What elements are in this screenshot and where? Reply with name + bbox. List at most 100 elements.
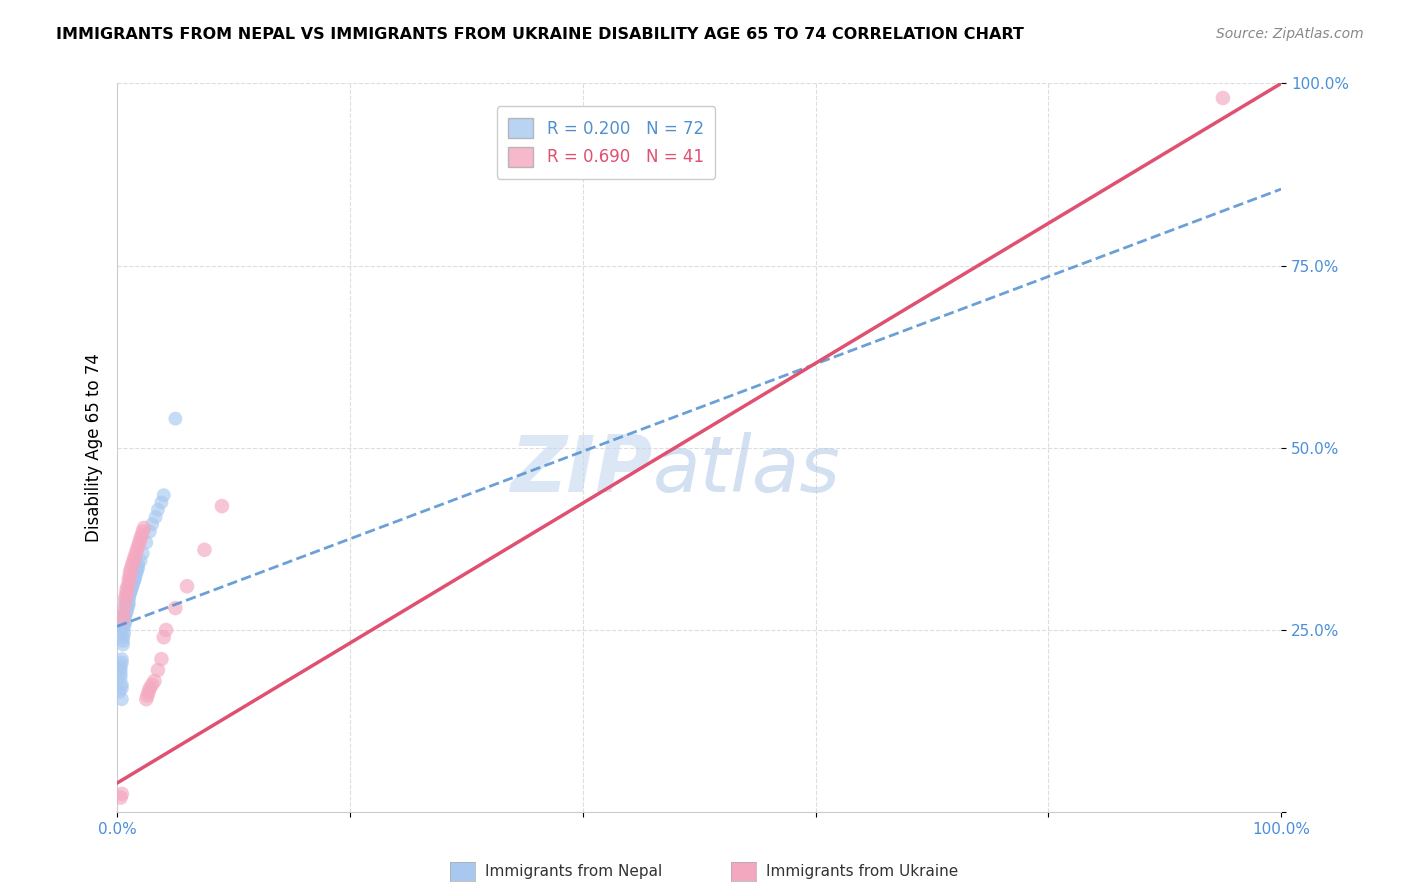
Point bbox=[211, 499, 233, 513]
Point bbox=[118, 590, 141, 604]
Point bbox=[120, 579, 142, 593]
Point bbox=[124, 572, 146, 586]
Point bbox=[108, 685, 131, 699]
Point bbox=[111, 638, 134, 652]
Point bbox=[117, 601, 139, 615]
Point bbox=[127, 561, 149, 575]
Point bbox=[124, 572, 146, 586]
Point bbox=[121, 579, 143, 593]
Point bbox=[115, 605, 138, 619]
Point bbox=[128, 535, 150, 549]
Point bbox=[111, 630, 134, 644]
Point bbox=[122, 572, 145, 586]
Point bbox=[112, 612, 135, 626]
Point bbox=[125, 568, 148, 582]
Point bbox=[118, 586, 141, 600]
Point bbox=[110, 670, 132, 684]
Point bbox=[125, 542, 148, 557]
Text: Immigrants from Ukraine: Immigrants from Ukraine bbox=[766, 864, 959, 879]
Point bbox=[112, 626, 135, 640]
Point bbox=[150, 495, 173, 509]
Point bbox=[118, 568, 141, 582]
Point bbox=[122, 575, 145, 590]
Point bbox=[152, 630, 174, 644]
Point bbox=[118, 586, 141, 600]
Point bbox=[150, 652, 173, 666]
Point bbox=[114, 608, 136, 623]
Text: atlas: atlas bbox=[652, 432, 841, 508]
Point bbox=[121, 579, 143, 593]
Point bbox=[117, 579, 139, 593]
Point bbox=[118, 598, 141, 612]
Point bbox=[111, 615, 134, 630]
Point bbox=[112, 608, 135, 623]
Point bbox=[152, 488, 174, 502]
Text: Immigrants from Nepal: Immigrants from Nepal bbox=[485, 864, 662, 879]
Point bbox=[112, 619, 135, 633]
Point bbox=[135, 692, 157, 706]
Point bbox=[111, 678, 134, 692]
Point bbox=[155, 623, 177, 637]
Point bbox=[115, 601, 138, 615]
Point bbox=[111, 612, 134, 626]
Point bbox=[165, 411, 187, 425]
Point bbox=[124, 550, 146, 565]
Point bbox=[146, 502, 169, 516]
Point bbox=[120, 561, 142, 575]
Point bbox=[112, 601, 135, 615]
Point bbox=[138, 685, 160, 699]
Point bbox=[110, 659, 132, 673]
Text: Source: ZipAtlas.com: Source: ZipAtlas.com bbox=[1216, 27, 1364, 41]
Point bbox=[127, 539, 149, 553]
Point bbox=[122, 575, 145, 590]
Point bbox=[118, 575, 141, 590]
Point bbox=[114, 590, 136, 604]
Point bbox=[118, 586, 141, 600]
Text: ZIP: ZIP bbox=[510, 432, 652, 508]
Point bbox=[111, 656, 134, 670]
Point bbox=[111, 608, 134, 623]
Point bbox=[131, 528, 153, 542]
Point bbox=[115, 582, 138, 597]
Point bbox=[125, 565, 148, 579]
Point bbox=[111, 692, 134, 706]
Point bbox=[136, 689, 159, 703]
Point bbox=[125, 565, 148, 579]
Point bbox=[117, 598, 139, 612]
Point bbox=[114, 608, 136, 623]
Point bbox=[111, 652, 134, 666]
Point bbox=[125, 546, 148, 560]
Point bbox=[118, 590, 141, 604]
Point bbox=[121, 558, 143, 572]
Point bbox=[114, 598, 136, 612]
Point bbox=[118, 582, 141, 597]
Point bbox=[132, 521, 155, 535]
Point bbox=[135, 535, 157, 549]
Point bbox=[165, 601, 187, 615]
Point bbox=[132, 546, 155, 560]
Legend: R = 0.200   N = 72, R = 0.690   N = 41: R = 0.200 N = 72, R = 0.690 N = 41 bbox=[496, 106, 716, 178]
Point bbox=[118, 594, 141, 608]
Point bbox=[145, 510, 167, 524]
Point bbox=[110, 666, 132, 681]
Point bbox=[114, 615, 136, 630]
Point bbox=[139, 681, 162, 696]
Point bbox=[115, 605, 138, 619]
Point bbox=[112, 615, 135, 630]
Point bbox=[115, 586, 138, 600]
Point bbox=[111, 623, 134, 637]
Point bbox=[111, 633, 134, 648]
Point bbox=[111, 787, 134, 801]
Text: IMMIGRANTS FROM NEPAL VS IMMIGRANTS FROM UKRAINE DISABILITY AGE 65 TO 74 CORRELA: IMMIGRANTS FROM NEPAL VS IMMIGRANTS FROM… bbox=[56, 27, 1024, 42]
Point bbox=[122, 554, 145, 568]
Point bbox=[127, 558, 149, 572]
Point bbox=[111, 612, 134, 626]
Point bbox=[129, 532, 152, 546]
Point bbox=[114, 605, 136, 619]
Point bbox=[115, 601, 138, 615]
Point bbox=[132, 524, 155, 539]
Point bbox=[120, 582, 142, 597]
Point bbox=[114, 594, 136, 608]
Point bbox=[124, 568, 146, 582]
Point bbox=[110, 790, 132, 805]
